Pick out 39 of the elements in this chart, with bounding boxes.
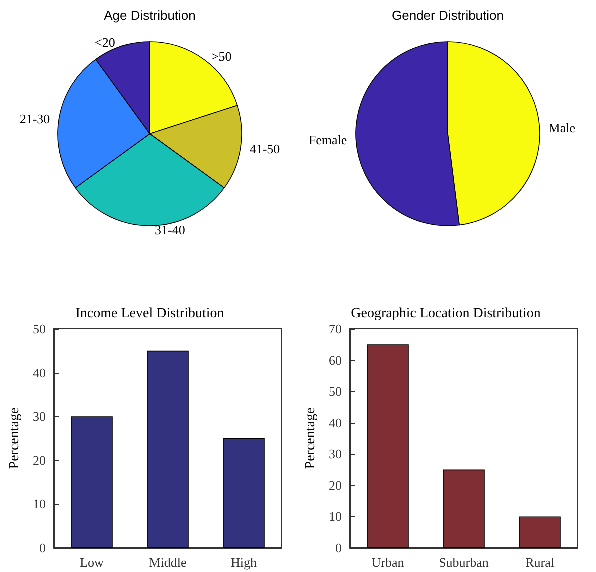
y-axis-title: Percentage	[8, 408, 22, 470]
x-tick-label: Urban	[372, 555, 405, 570]
slice-label: 41-50	[250, 142, 280, 157]
x-tick-label: Rural	[526, 555, 555, 570]
slice-label: 31-40	[155, 222, 186, 238]
bar	[443, 470, 485, 548]
y-tick-label: 70	[329, 322, 342, 336]
y-tick-label: 40	[329, 415, 342, 430]
y-axis-title: Percentage	[304, 408, 318, 470]
bar	[519, 516, 561, 548]
slice-label: Male	[548, 120, 576, 136]
chart-title: Income Level Distribution	[76, 306, 224, 322]
x-tick-label: Middle	[149, 555, 187, 570]
chart-title: Gender Distribution	[392, 8, 504, 23]
bar	[367, 344, 409, 548]
y-tick-label: 0	[336, 540, 342, 556]
x-tick-label: Low	[80, 555, 105, 570]
y-tick-label: 40	[33, 365, 46, 380]
y-tick-label: 10	[329, 509, 342, 524]
slice-label: Female	[308, 132, 348, 148]
slice-label: >50	[211, 48, 232, 64]
y-tick-label: 20	[33, 452, 46, 468]
chart-title: Age Distribution	[104, 8, 196, 23]
x-tick-label: Suburban	[439, 555, 490, 570]
y-tick-label: 30	[329, 446, 342, 462]
y-tick-label: 20	[329, 478, 342, 493]
y-tick-label: 50	[33, 322, 46, 336]
x-tick-label: High	[231, 555, 258, 570]
y-tick-label: 60	[329, 352, 342, 368]
y-tick-label: 0	[40, 540, 46, 556]
slice-label: <20	[94, 35, 116, 50]
y-tick-label: 30	[33, 409, 46, 424]
y-tick-label: 50	[329, 384, 342, 400]
y-tick-label: 10	[33, 496, 46, 512]
bar	[147, 350, 189, 548]
slice-label: 21-30	[20, 111, 50, 126]
bar	[223, 438, 265, 548]
chart-title: Geographic Location Distribution	[351, 306, 541, 322]
bar	[71, 416, 113, 548]
